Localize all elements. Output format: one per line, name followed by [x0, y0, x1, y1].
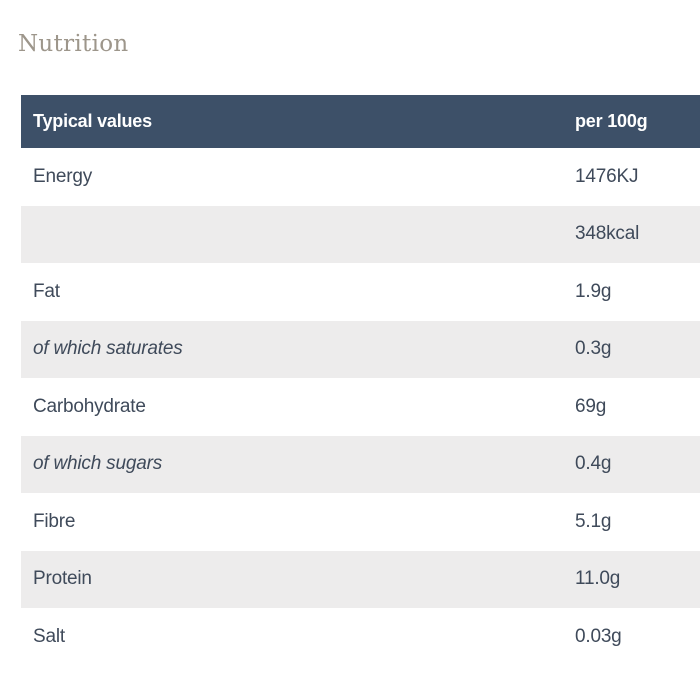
nutrient-value: 348kcal — [575, 223, 640, 245]
nutrient-value: 5.1g — [575, 510, 612, 532]
header-typical-values: Typical values — [33, 111, 152, 131]
table-header-row: Typical values per 100g — [21, 95, 700, 148]
nutrient-label: of which saturates — [33, 338, 183, 360]
table-row: Fat 1.9g — [21, 263, 700, 321]
nutrient-label: Salt — [33, 625, 65, 647]
table-row: Carbohydrate 69g — [21, 378, 700, 436]
table-row: Fibre 5.1g — [21, 493, 700, 551]
nutrient-value: 11.0g — [575, 568, 621, 590]
table-row: Salt 0.03g — [21, 608, 700, 666]
nutrient-label: Fat — [33, 280, 60, 302]
nutrient-value: 69g — [575, 395, 607, 417]
table-row: of which sugars 0.4g — [21, 435, 700, 493]
nutrient-value: 0.3g — [575, 338, 612, 360]
table-row: Protein 11.0g — [21, 550, 700, 608]
nutrient-label: Protein — [33, 568, 92, 590]
table-row: of which saturates 0.3g — [21, 320, 700, 378]
nutrient-value: 1.9g — [575, 280, 612, 302]
nutrient-label: of which sugars — [33, 453, 163, 475]
nutrient-label: Fibre — [33, 510, 76, 532]
nutrient-value: 0.4g — [575, 453, 612, 475]
table-row: Energy 1476KJ — [21, 148, 700, 206]
nutrient-label: Carbohydrate — [33, 395, 146, 417]
header-per-100g: per 100g — [575, 111, 648, 131]
nutrition-table: Typical values per 100g Energy 1476KJ 34… — [21, 95, 700, 666]
page-title: Nutrition — [18, 31, 129, 57]
nutrient-value: 0.03g — [575, 625, 622, 647]
nutrient-label: Energy — [33, 165, 93, 187]
table-row: 348kcal — [21, 205, 700, 263]
nutrient-value: 1476KJ — [575, 165, 639, 187]
